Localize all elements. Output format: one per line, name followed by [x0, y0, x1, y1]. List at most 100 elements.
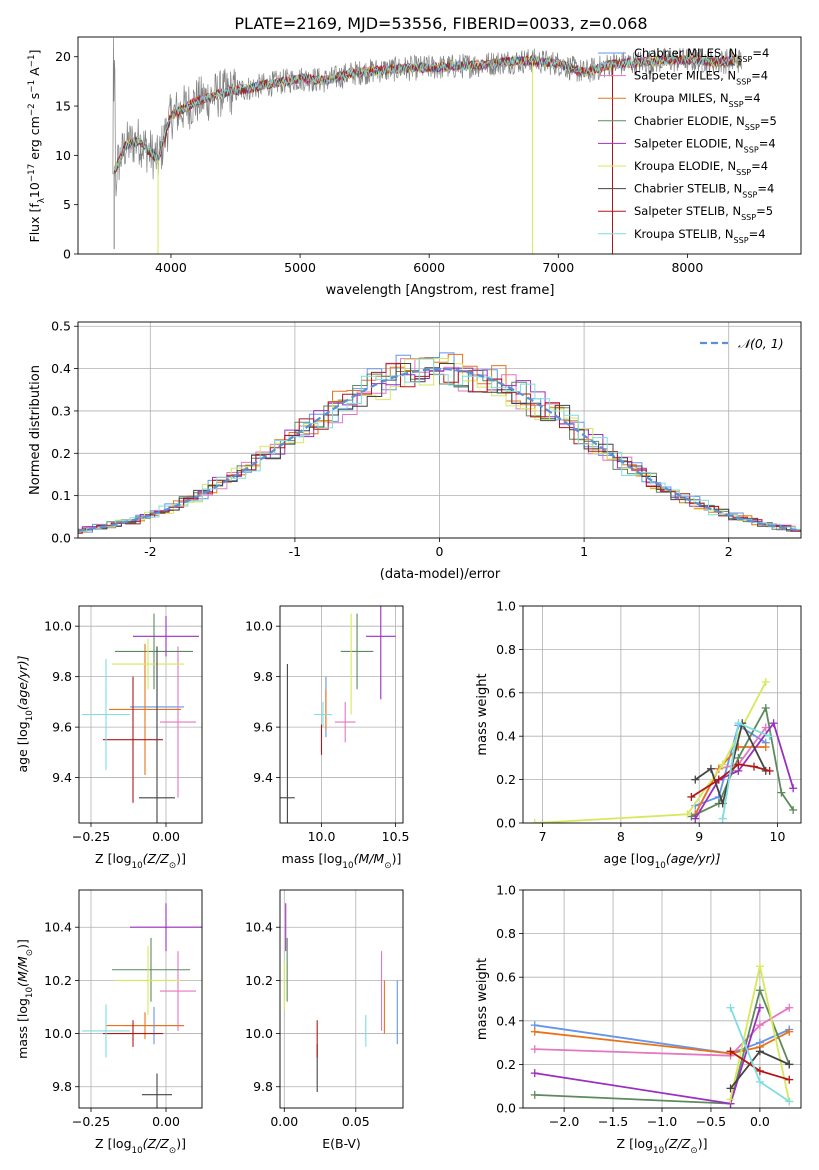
axes-age_vs_mass: 10.0 10.5 9.4 9.6 9.8 10.0 mass [log10(M/M⊙)] [245, 605, 410, 871]
axes-mass_vs_ebv: 0.00 0.05 9.8 10.0 10.2 10.4 E(B-V) [245, 889, 404, 1151]
legend: 𝒩(0, 1) [700, 336, 784, 351]
plot-area-age_vs_mass [280, 606, 396, 823]
plot-area-age_vs_Z [82, 613, 199, 823]
normal-curve [78, 367, 801, 532]
y-axis-label: Normed distribution [28, 365, 43, 495]
errorbar-point-salpeter_stelib [103, 676, 163, 803]
x-tick-label: -1 [289, 544, 301, 559]
hist-step-kroupa_stelib [78, 358, 801, 532]
weight-marker-kroupa_miles [785, 1027, 794, 1036]
weight-marker-kroupa_elodie [718, 760, 727, 769]
legend-label-chabrier_elodie: Chabrier ELODIE, NSSP=5 [634, 114, 777, 132]
y-tick-label: 0.8 [496, 642, 516, 657]
weight-marker-kroupa_stelib [785, 1097, 794, 1106]
axes-frame [522, 889, 802, 1109]
x-tick-label: 7 [539, 829, 547, 844]
weight-marker-salpeter_miles [785, 1003, 794, 1012]
weight-marker-kroupa_elodie [530, 819, 539, 823]
y-tick-label: 10.0 [245, 619, 273, 634]
weight-marker-salpeter_stelib [755, 1066, 764, 1075]
errorbar-point-kroupa_elodie [115, 945, 181, 1015]
x-tick-label: 6000 [413, 260, 445, 275]
data-spectrum-line [112, 37, 742, 197]
x-tick-label: 5000 [284, 260, 316, 275]
x-tick-label: 0.0 [750, 1114, 770, 1129]
x-tick-label: 9 [695, 829, 703, 844]
x-tick-label: 10.5 [382, 829, 410, 844]
x-tick-label: 4000 [155, 260, 187, 275]
axes-mass_weight_vs_Z: −2.0 −1.5 −1.0 −0.5 0.0 0.0 0.2 0.4 0.6 0.8 1.0 Z [… [475, 883, 802, 1156]
axes-frame [78, 889, 203, 1109]
x-tick-label: 2 [725, 544, 733, 559]
x-axis-label: age [log10(age/yr)] [603, 851, 720, 871]
y-tick-label: 0.8 [496, 926, 516, 941]
y-tick-label: 9.8 [52, 1079, 72, 1094]
x-tick-label: 0.00 [152, 829, 180, 844]
legend-label-normal: 𝒩(0, 1) [738, 336, 784, 351]
errorbar-point-salpeter_stelib [103, 1020, 163, 1047]
errorbar-point-chabrier_stelib [142, 1073, 172, 1108]
x-tick-label: −2.0 [549, 1114, 579, 1129]
x-tick-label: −0.25 [72, 1114, 110, 1129]
errorbar-point-salpeter_elodie [130, 903, 202, 952]
legend-label-kroupa_stelib: Kroupa STELIB, NSSP=4 [634, 227, 766, 245]
errorbar-point-kroupa_miles [109, 643, 181, 776]
legend-label-kroupa_miles: Kroupa MILES, NSSP=4 [634, 91, 761, 109]
weight-marker-chabrier_stelib [785, 1060, 794, 1069]
legend-label-salpeter_miles: Salpeter MILES, NSSP=4 [634, 69, 768, 87]
x-axis-label: Z [log10(Z/Z⊙)] [95, 851, 186, 871]
x-axis-label: wavelength [Angstrom, rest frame] [326, 283, 555, 298]
y-tick-label: 9.4 [52, 770, 72, 785]
y-tick-label: 10.4 [245, 920, 273, 935]
plot-area-mass_vs_ebv [283, 903, 398, 1093]
errorbar-point-chabrier_elodie [115, 613, 193, 690]
plot-area-mass_weight_vs_age [530, 677, 798, 823]
model-line-salpeter_stelib [113, 54, 742, 175]
x-axis-label: Z [log10(Z/Z⊙)] [95, 1136, 186, 1156]
legend-label-kroupa_elodie: Kroupa ELODIE, NSSP=4 [634, 159, 768, 177]
x-tick-label: 10 [770, 829, 786, 844]
y-tick-label: 0.1 [51, 488, 71, 503]
y-tick-label: 9.8 [253, 669, 273, 684]
x-tick-label: 8 [617, 829, 625, 844]
weight-marker-kroupa_stelib [734, 719, 743, 728]
errorbar-point-chabrier_elodie [112, 937, 190, 1002]
x-axis-label: Z [log10(Z/Z⊙)] [617, 1136, 708, 1156]
y-tick-label: 5 [63, 197, 71, 212]
axes-age_vs_Z: −0.25 0.00 9.4 9.6 9.8 10.0 Z [log10(Z/Z⊙)] age… [15, 605, 203, 871]
weight-marker-salpeter_stelib [726, 1047, 735, 1056]
errorbar-point-chabrier_stelib [280, 664, 295, 823]
x-tick-label: −0.25 [72, 829, 110, 844]
y-tick-label: 1.0 [496, 883, 516, 898]
y-axis-label: mass [log10(M/M⊙)] [15, 939, 35, 1059]
plot-area-spectrum [112, 37, 742, 254]
y-tick-label: 20 [55, 49, 71, 64]
y-tick-label: 0.0 [496, 816, 516, 831]
x-tick-label: 10.0 [308, 829, 336, 844]
x-axis-label: E(B-V) [322, 1136, 361, 1151]
weight-marker-chabrier_stelib [755, 1047, 764, 1056]
axes-frame [279, 889, 404, 1109]
weight-marker-kroupa_stelib [765, 732, 774, 741]
y-tick-label: 0.6 [496, 685, 516, 700]
errorbar-point-chabrier_stelib [139, 646, 175, 823]
weight-marker-chabrier_elodie [789, 805, 798, 814]
weight-marker-kroupa_stelib [726, 1003, 735, 1012]
weight-marker-salpeter_elodie [530, 1069, 539, 1078]
y-tick-label: 0.2 [496, 772, 516, 787]
weight-marker-chabrier_elodie [755, 986, 764, 995]
weight-marker-salpeter_miles [755, 1021, 764, 1030]
weight-line-chabrier_elodie [691, 705, 794, 818]
weight-marker-kroupa_stelib [755, 1077, 764, 1086]
weight-marker-salpeter_stelib [734, 760, 743, 769]
x-tick-label: 0 [436, 544, 444, 559]
errorbar-point-salpeter_miles [160, 646, 196, 798]
errorbar-point-salpeter_miles [160, 951, 196, 1031]
weight-marker-chabrier_elodie [777, 788, 786, 797]
x-tick-label: 8000 [671, 260, 703, 275]
weight-marker-kroupa_elodie [755, 962, 764, 971]
x-tick-label: -2 [144, 544, 156, 559]
plot-area-mass_weight_vs_Z [530, 962, 794, 1108]
x-tick-label: 0.00 [270, 1114, 298, 1129]
